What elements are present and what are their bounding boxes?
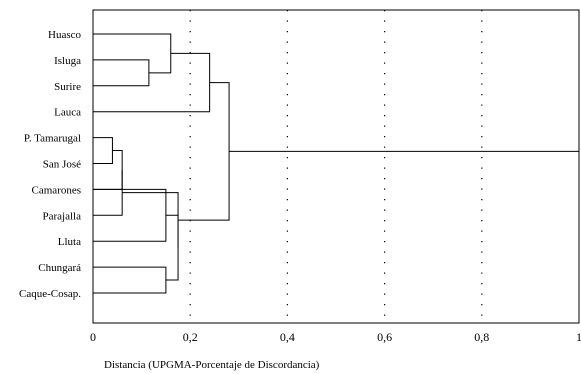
x-axis-ticks: 0 0,2 0,4 0,6 0,8 1 — [90, 330, 581, 344]
leaf-label-chungar: Chungará — [38, 262, 81, 274]
x-tick-label-0-2: 0,2 — [183, 330, 198, 344]
merge-m8 — [93, 266, 167, 294]
leaf-label-san-jos: San José — [43, 159, 81, 171]
leaf-labels: Huasco Isluga Surire Lauca P. Tamarugal San J… — [19, 29, 82, 300]
leaf-label-camarones: Camarones — [32, 184, 81, 196]
leaf-label-p-tamarugal: P. Tamarugal — [24, 133, 81, 145]
leaf-label-lauca: Lauca — [54, 107, 81, 119]
leaf-label-caque-cosap: Caque-Cosap. — [19, 288, 81, 300]
merge-m1 — [93, 59, 150, 87]
x-axis-label: Distancia (UPGMA-Porcentaje de Discordan… — [104, 359, 320, 371]
merge-m3 — [93, 52, 211, 113]
merge-m5 — [93, 150, 123, 190]
leaf-label-lluta: Lluta — [58, 236, 81, 248]
merge-m6 — [93, 169, 123, 216]
plot-frame — [92, 9, 580, 324]
x-tick-label-1: 1 — [576, 330, 581, 344]
grid-lines — [189, 10, 483, 323]
merge-m2 — [93, 33, 172, 74]
leaf-label-parajalla: Parajalla — [43, 210, 82, 222]
x-tick-label-0-4: 0,4 — [280, 330, 295, 344]
x-tick-label-0-8: 0,8 — [474, 330, 489, 344]
merge-m4 — [93, 137, 113, 164]
dendrogram-tree — [93, 33, 579, 294]
leaf-label-isluga: Isluga — [54, 55, 81, 67]
x-tick-label-0-6: 0,6 — [377, 330, 392, 344]
leaf-label-surire: Surire — [54, 81, 81, 93]
merge-m10 — [122, 192, 179, 248]
leaf-label-huasco: Huasco — [48, 29, 81, 41]
x-tick-label-0: 0 — [90, 330, 96, 344]
merge-m11 — [178, 82, 230, 221]
merge-m9 — [165, 214, 179, 281]
